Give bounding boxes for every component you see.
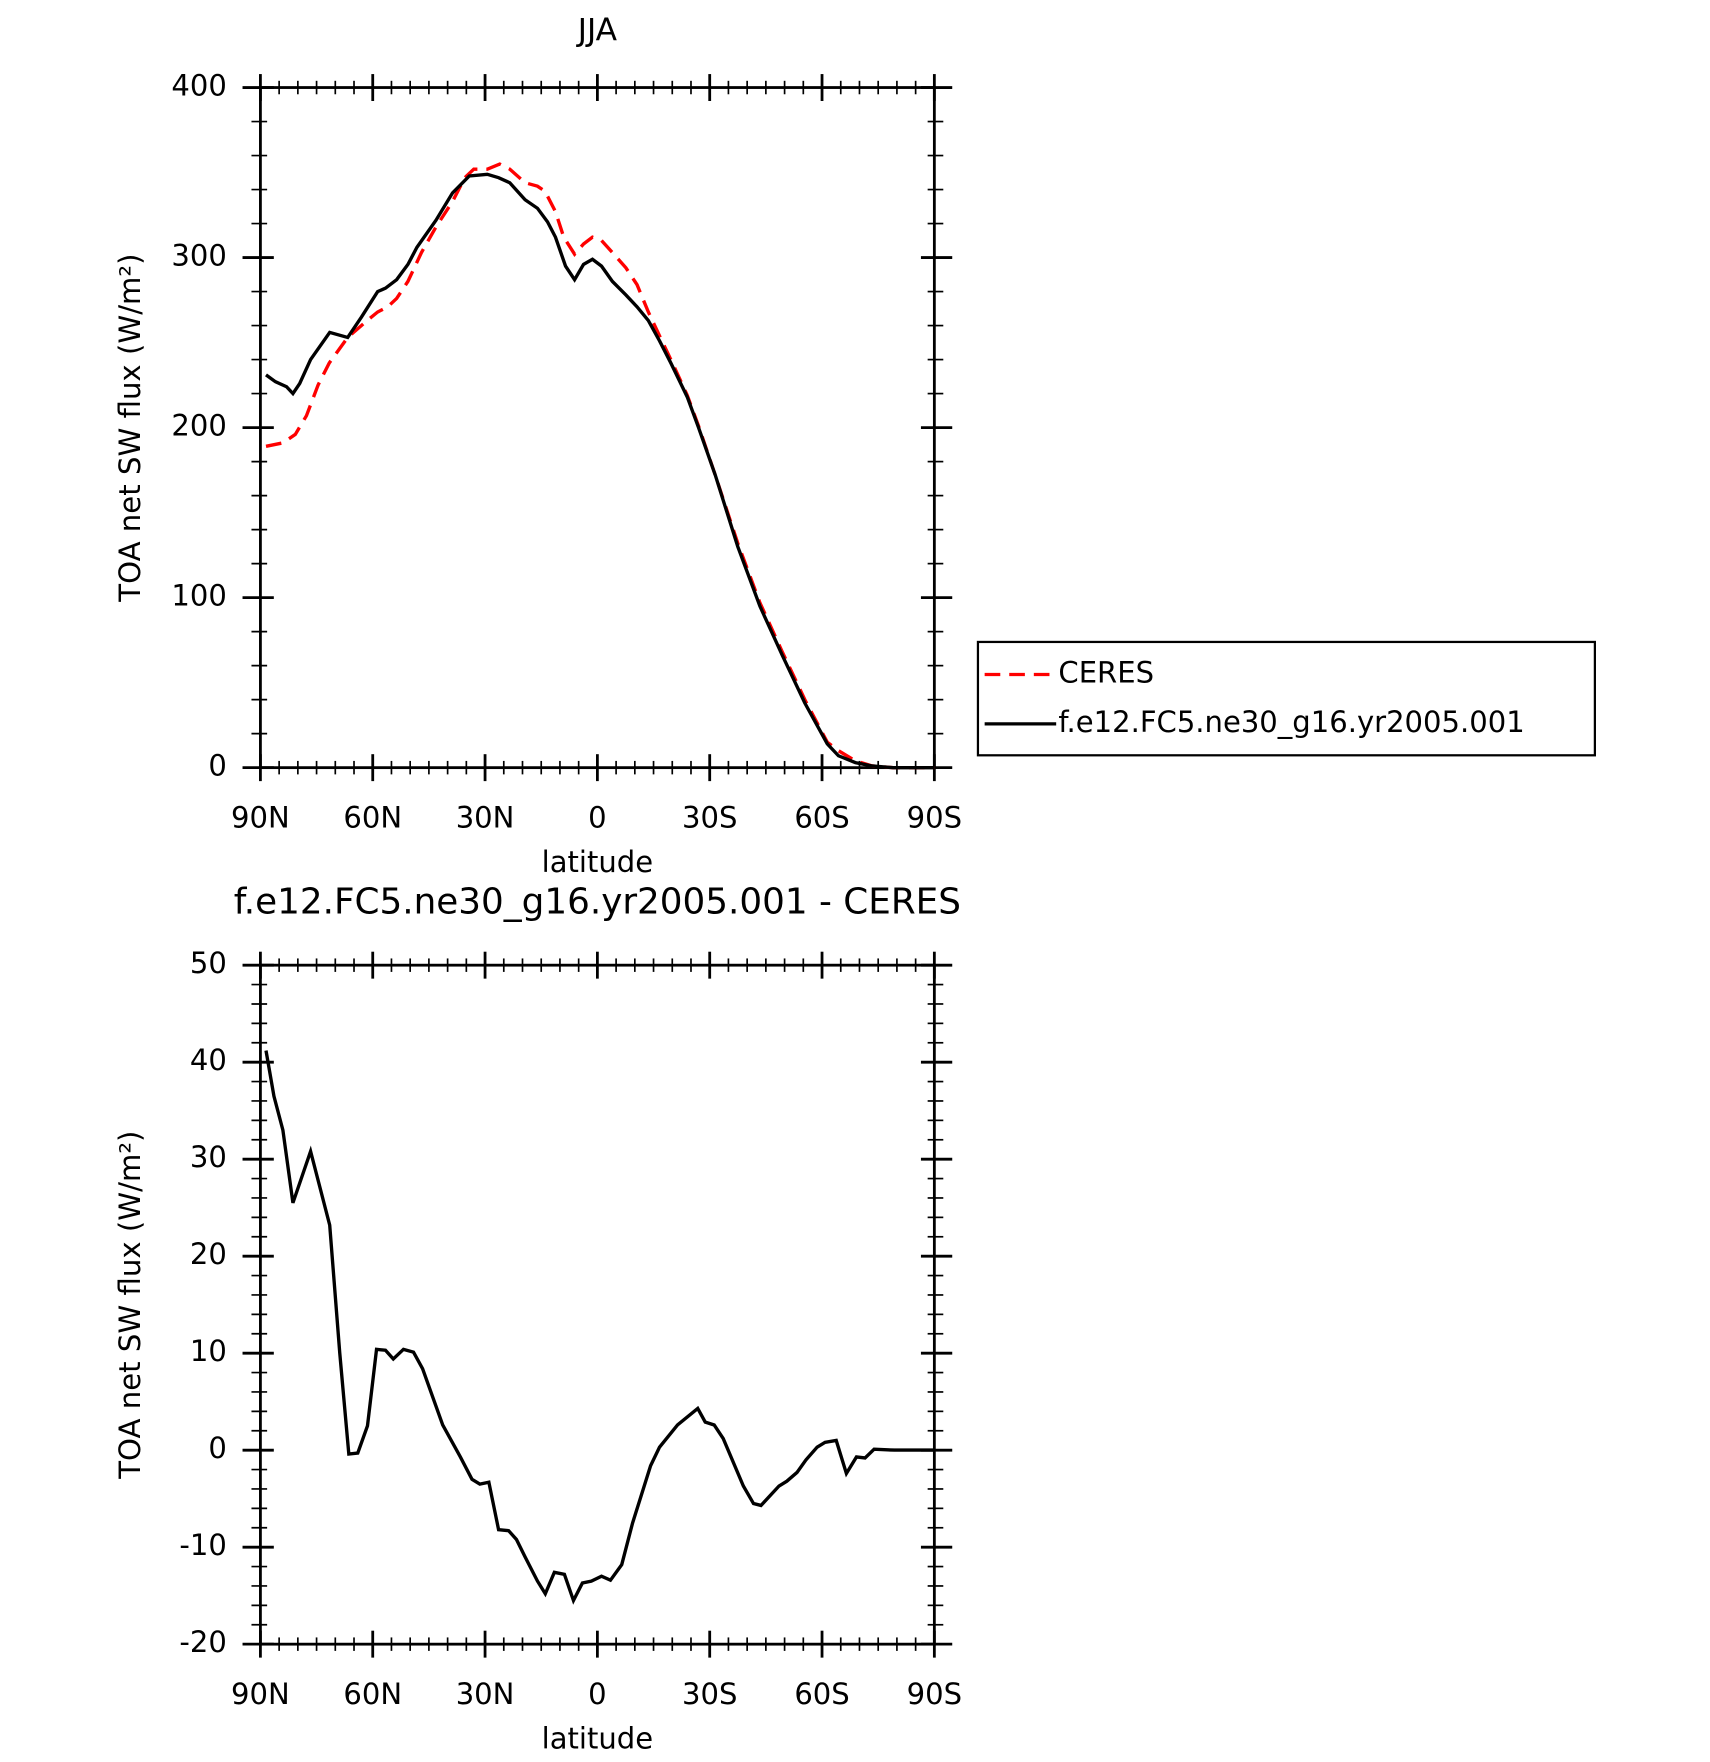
x-tick-label: 90N xyxy=(231,800,290,834)
chart-title: f.e12.FC5.ne30_g16.yr2005.001 - CERES xyxy=(234,881,961,922)
y-tick-label: 50 xyxy=(190,946,227,980)
y-tick-label: 40 xyxy=(190,1043,227,1077)
x-tick-label: 60S xyxy=(794,1677,849,1711)
y-tick-label: -10 xyxy=(179,1528,226,1562)
x-tick-label: 30N xyxy=(456,800,515,834)
plot-frame xyxy=(259,963,936,1646)
legend-box xyxy=(976,640,1596,757)
x-tick-label: 90S xyxy=(907,800,962,834)
x-axis-label: latitude xyxy=(542,1722,653,1756)
y-tick-label: -20 xyxy=(179,1625,226,1659)
y-tick-label: 30 xyxy=(190,1140,227,1174)
y-tick-label: 20 xyxy=(190,1237,227,1271)
y-tick-label: 100 xyxy=(171,579,226,613)
y-tick-label: 200 xyxy=(171,409,226,443)
x-tick-label: 60N xyxy=(343,1677,402,1711)
y-tick-label: 0 xyxy=(208,1431,226,1465)
chart-title: JJA xyxy=(576,12,618,48)
x-tick-label: 30S xyxy=(682,1677,737,1711)
y-tick-label: 0 xyxy=(208,749,226,783)
x-axis-label: latitude xyxy=(542,845,653,879)
legend-label: CERES xyxy=(1058,655,1154,689)
x-tick-label: 90N xyxy=(231,1677,290,1711)
x-tick-label: 30N xyxy=(456,1677,515,1711)
x-tick-label: 0 xyxy=(588,800,606,834)
x-tick-label: 60N xyxy=(343,800,402,834)
y-tick-label: 10 xyxy=(190,1334,227,1368)
x-tick-label: 30S xyxy=(682,800,737,834)
plot-frame xyxy=(259,86,936,770)
data-line xyxy=(264,1050,935,1605)
y-axis-label: TOA net SW flux (W/m²) xyxy=(113,1131,147,1480)
x-tick-label: 60S xyxy=(794,800,849,834)
data-line xyxy=(265,162,935,770)
x-tick-label: 0 xyxy=(588,1677,606,1711)
y-tick-label: 300 xyxy=(171,239,226,273)
legend-label: f.e12.FC5.ne30_g16.yr2005.001 xyxy=(1058,705,1524,739)
data-line xyxy=(265,172,935,770)
x-tick-label: 90S xyxy=(907,1677,962,1711)
y-tick-label: 400 xyxy=(171,68,226,102)
y-axis-label: TOA net SW flux (W/m²) xyxy=(113,253,147,602)
